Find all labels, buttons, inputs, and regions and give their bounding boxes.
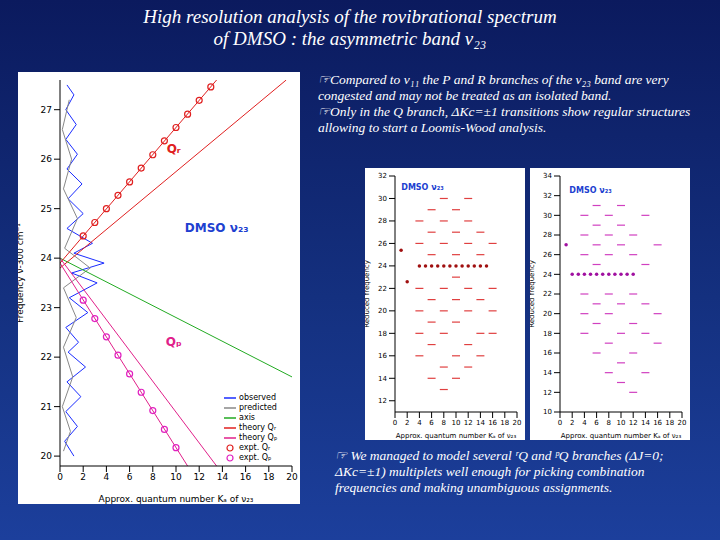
svg-text:16: 16 [653, 419, 662, 427]
svg-text:20: 20 [286, 472, 298, 482]
svg-text:Qᵣ: Qᵣ [167, 142, 181, 156]
svg-text:8: 8 [150, 472, 156, 482]
svg-text:0: 0 [57, 472, 63, 482]
svg-text:12: 12 [629, 419, 638, 427]
svg-text:16: 16 [378, 352, 387, 360]
svg-text:16: 16 [488, 419, 497, 427]
svg-text:20: 20 [543, 310, 552, 318]
svg-text:DMSO ν₂₃: DMSO ν₂₃ [185, 221, 249, 235]
svg-text:18: 18 [500, 419, 509, 427]
svg-text:24: 24 [378, 262, 387, 270]
svg-text:12: 12 [193, 472, 204, 482]
svg-text:14: 14 [217, 472, 229, 482]
svg-text:26: 26 [41, 154, 53, 164]
svg-text:Reduced frequency: Reduced frequency [530, 260, 536, 328]
html-text:theory Qᵣ: theory Qᵣ [239, 423, 276, 432]
svg-text:2: 2 [80, 472, 86, 482]
svg-text:16: 16 [240, 472, 252, 482]
html-text:High resolution analysis of th: High resolution analysis of the rovibrat… [143, 6, 557, 27]
svg-text:26: 26 [378, 240, 387, 248]
svg-text:24: 24 [41, 253, 53, 263]
svg-text:34: 34 [543, 172, 552, 180]
svg-text:2: 2 [405, 419, 409, 427]
svg-text:6: 6 [429, 419, 434, 427]
svg-text:20: 20 [678, 419, 687, 427]
svg-text:2: 2 [570, 419, 574, 427]
html-text:axis: axis [239, 413, 255, 422]
svg-text:Approx. quantum number Kₐ of ν: Approx. quantum number Kₐ of ν₂₃ [561, 432, 682, 440]
svg-text:32: 32 [378, 172, 387, 180]
svg-text:20: 20 [513, 419, 522, 427]
svg-text:Qₚ: Qₚ [166, 335, 182, 349]
svg-text:DMSO ν₂₃: DMSO ν₂₃ [569, 186, 612, 195]
svg-text:12: 12 [543, 389, 552, 397]
svg-text:28: 28 [378, 217, 387, 225]
svg-text:28: 28 [543, 231, 552, 239]
svg-text:Approx. quantum number Kₐ of ν: Approx. quantum number Kₐ of ν₂₃ [99, 494, 254, 504]
html-text:predicted: predicted [239, 403, 277, 412]
html-text:expt. Qₚ: expt. Qₚ [239, 453, 272, 462]
svg-text:6: 6 [127, 472, 133, 482]
svg-text:4: 4 [104, 472, 110, 482]
svg-text:25: 25 [41, 204, 52, 214]
svg-text:4: 4 [417, 419, 422, 427]
svg-text:20: 20 [378, 307, 387, 315]
svg-text:8: 8 [442, 419, 446, 427]
svg-text:22: 22 [543, 290, 552, 298]
svg-text:10: 10 [452, 419, 461, 427]
svg-text:4: 4 [582, 419, 587, 427]
svg-text:27: 27 [41, 105, 52, 115]
svg-text:32: 32 [543, 192, 552, 200]
svg-text:22: 22 [378, 285, 387, 293]
svg-text:DMSO ν₂₃: DMSO ν₂₃ [401, 183, 444, 192]
svg-text:16: 16 [543, 349, 552, 357]
svg-text:12: 12 [464, 419, 473, 427]
html-text:☞ We managed to model several: ☞ We managed to model several ʳQ and ᵖQ … [335, 448, 664, 495]
svg-text:Frequency ν-300 cm⁻¹: Frequency ν-300 cm⁻¹ [18, 223, 25, 323]
svg-text:0: 0 [393, 419, 397, 427]
svg-text:6: 6 [594, 419, 599, 427]
html-text:☞Compared to ν₁₁ the P and R b: ☞Compared to ν₁₁ the P and R branches of… [318, 72, 669, 103]
svg-text:26: 26 [543, 251, 552, 259]
svg-text:12: 12 [378, 397, 387, 405]
svg-text:10: 10 [543, 408, 552, 416]
html-text:observed: observed [239, 393, 277, 402]
svg-text:21: 21 [41, 402, 52, 412]
html-text:of DMSO : the asymmetric band: of DMSO : the asymmetric band ν₂₃ [213, 28, 487, 49]
svg-text:18: 18 [665, 419, 674, 427]
svg-text:10: 10 [617, 419, 626, 427]
svg-text:30: 30 [378, 195, 387, 203]
svg-text:Reduced frequency: Reduced frequency [365, 260, 371, 328]
svg-text:0: 0 [558, 419, 562, 427]
svg-text:22: 22 [41, 352, 52, 362]
html-text:☞Only in the Q branch, ΔKc=±1: ☞Only in the Q branch, ΔKc=±1 transition… [318, 104, 691, 135]
html-text:expt. Qᵣ: expt. Qᵣ [239, 443, 271, 452]
svg-text:14: 14 [378, 375, 387, 383]
svg-text:20: 20 [41, 451, 53, 461]
svg-text:18: 18 [378, 330, 387, 338]
svg-text:10: 10 [170, 472, 182, 482]
svg-text:18: 18 [263, 472, 275, 482]
svg-text:Approx. quantum number Kₐ of ν: Approx. quantum number Kₐ of ν₂₃ [396, 432, 517, 440]
svg-text:18: 18 [543, 330, 552, 338]
svg-text:14: 14 [543, 369, 552, 377]
svg-text:24: 24 [543, 271, 552, 279]
svg-text:30: 30 [543, 212, 552, 220]
svg-text:23: 23 [41, 303, 52, 313]
svg-text:14: 14 [476, 419, 485, 427]
svg-text:14: 14 [641, 419, 650, 427]
svg-text:8: 8 [607, 419, 611, 427]
html-text:theory Qₚ: theory Qₚ [239, 433, 278, 442]
